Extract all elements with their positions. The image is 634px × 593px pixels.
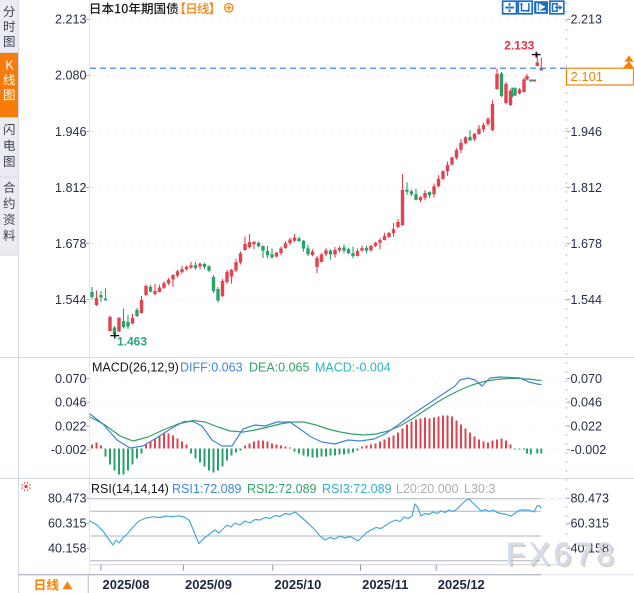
svg-text:2.133: 2.133 — [504, 39, 534, 53]
svg-text:0.070: 0.070 — [571, 372, 603, 386]
svg-text:40.158: 40.158 — [571, 542, 610, 556]
svg-text:80.473: 80.473 — [48, 492, 87, 506]
svg-text:1.946: 1.946 — [571, 125, 603, 139]
svg-text:2025/09: 2025/09 — [185, 577, 232, 592]
svg-text:MACD:-0.004: MACD:-0.004 — [315, 361, 391, 375]
svg-text:1.812: 1.812 — [55, 181, 87, 195]
svg-text:1.678: 1.678 — [55, 237, 87, 251]
svg-text:L30:3: L30:3 — [464, 482, 495, 496]
svg-text:-0.002: -0.002 — [51, 443, 87, 457]
svg-text:1.463: 1.463 — [117, 335, 147, 349]
svg-text:2.213: 2.213 — [55, 13, 87, 27]
svg-text:2025/10: 2025/10 — [274, 577, 321, 592]
svg-text:0.046: 0.046 — [571, 396, 603, 410]
svg-text:2025/12: 2025/12 — [438, 577, 485, 592]
svg-text:1.678: 1.678 — [571, 237, 603, 251]
svg-text:DEA:0.065: DEA:0.065 — [249, 361, 310, 375]
svg-text:-0.002: -0.002 — [571, 443, 607, 457]
svg-text:1.812: 1.812 — [571, 181, 603, 195]
svg-text:1.544: 1.544 — [55, 293, 87, 307]
svg-text:0.070: 0.070 — [55, 372, 87, 386]
svg-text:2025/08: 2025/08 — [103, 577, 150, 592]
svg-text:2.080: 2.080 — [55, 69, 87, 83]
svg-text:DIFF:0.063: DIFF:0.063 — [180, 361, 243, 375]
svg-text:60.315: 60.315 — [571, 517, 610, 531]
svg-text:0.022: 0.022 — [571, 419, 603, 433]
svg-text:MACD(26,12,9): MACD(26,12,9) — [92, 361, 179, 375]
svg-text:40.158: 40.158 — [48, 542, 87, 556]
svg-text:0.046: 0.046 — [55, 396, 87, 410]
svg-text:60.315: 60.315 — [48, 517, 87, 531]
svg-text:FX678: FX678 — [508, 538, 620, 574]
svg-text:2025/11: 2025/11 — [362, 577, 408, 592]
svg-text:FX678: FX678 — [506, 536, 618, 572]
svg-text:0.022: 0.022 — [55, 419, 87, 433]
svg-text:2.101: 2.101 — [571, 69, 604, 84]
svg-text:1.946: 1.946 — [55, 125, 87, 139]
svg-text:RSI1:72.089: RSI1:72.089 — [172, 482, 242, 496]
svg-text:1.544: 1.544 — [571, 293, 603, 307]
svg-text:RSI2:72.089: RSI2:72.089 — [247, 482, 317, 496]
svg-text:2.213: 2.213 — [571, 13, 603, 27]
svg-text:RSI3:72.089: RSI3:72.089 — [322, 482, 392, 496]
svg-text:RSI(14,14,14): RSI(14,14,14) — [91, 482, 169, 496]
svg-text:80.473: 80.473 — [571, 492, 610, 506]
svg-text:L20:20.000: L20:20.000 — [396, 482, 459, 496]
